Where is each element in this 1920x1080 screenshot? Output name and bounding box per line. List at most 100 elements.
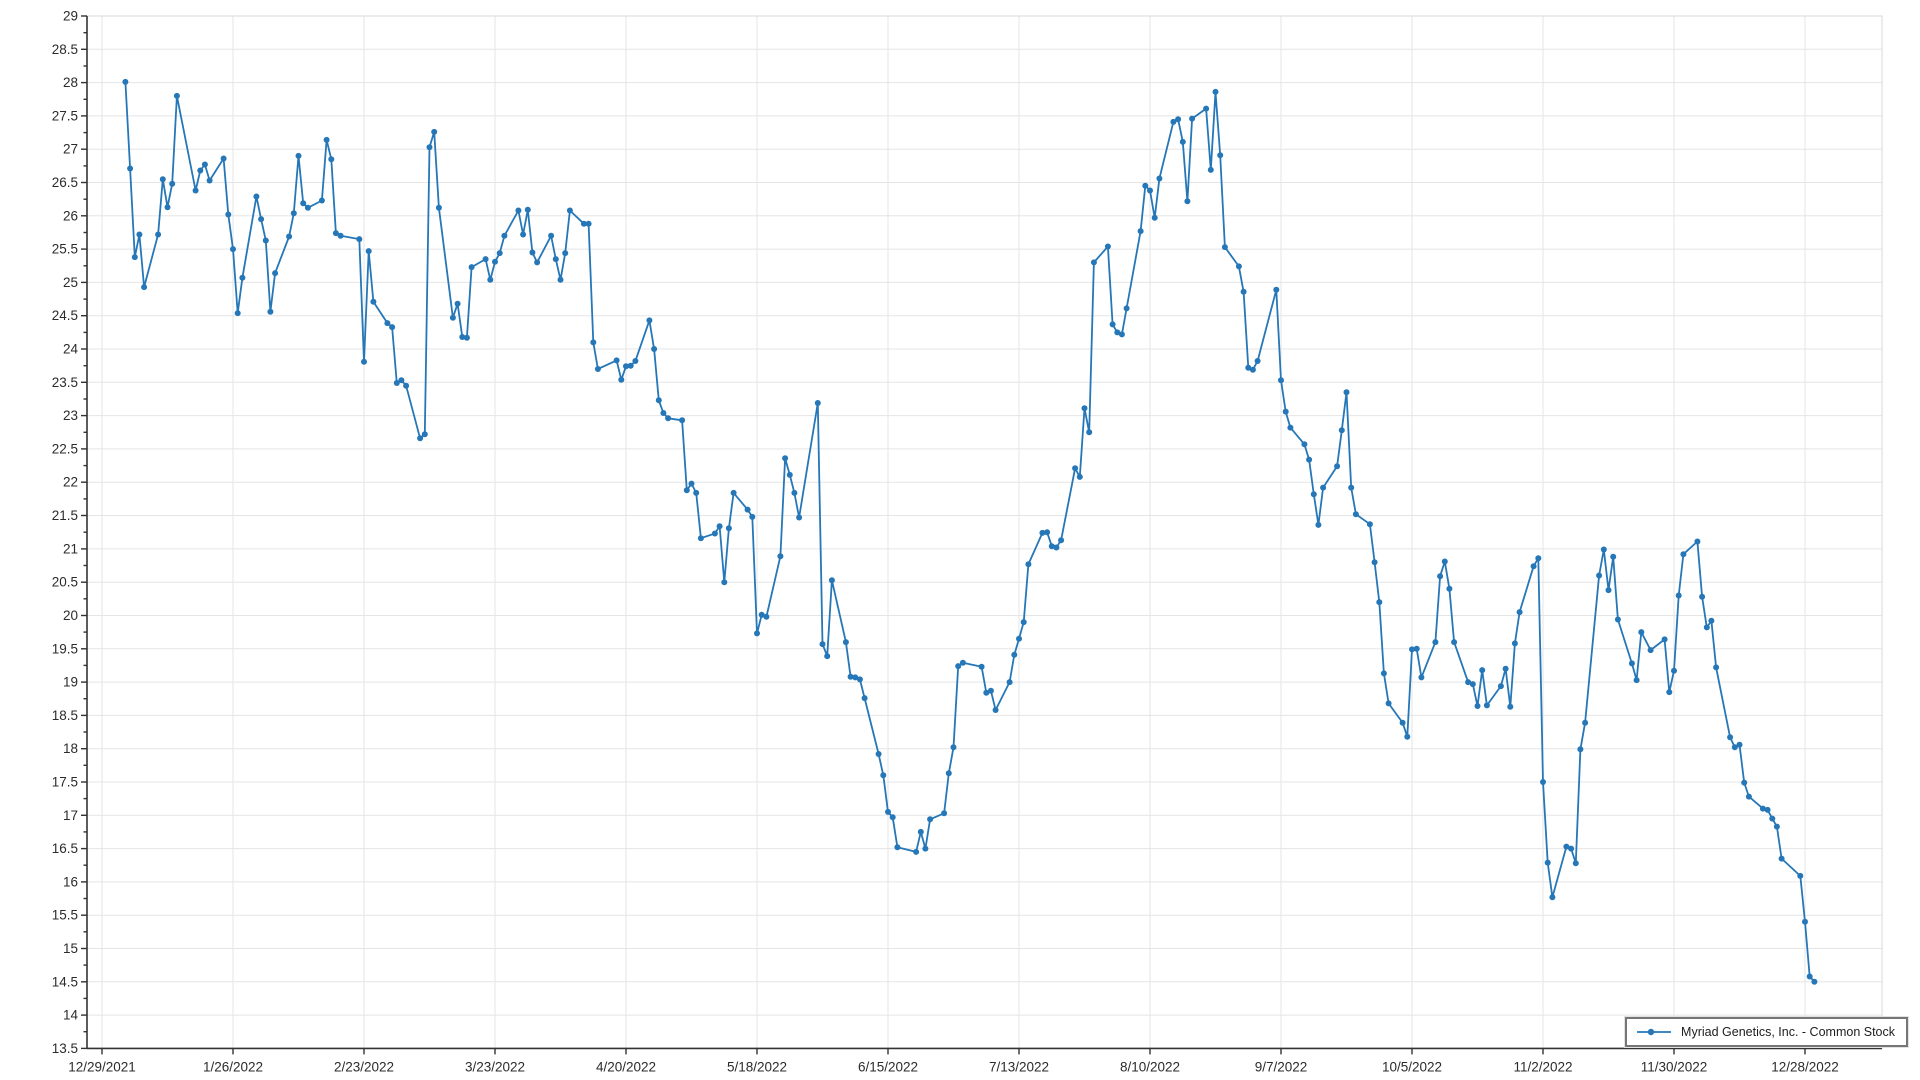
- data-point[interactable]: [1306, 456, 1313, 463]
- data-point[interactable]: [824, 653, 831, 660]
- data-point[interactable]: [828, 577, 835, 584]
- data-point[interactable]: [1020, 619, 1027, 626]
- data-point[interactable]: [1366, 521, 1373, 528]
- data-point[interactable]: [1647, 647, 1654, 654]
- data-point[interactable]: [1315, 521, 1322, 528]
- data-point[interactable]: [459, 334, 466, 340]
- data-point[interactable]: [1699, 593, 1706, 600]
- data-point[interactable]: [796, 514, 803, 521]
- data-point[interactable]: [548, 232, 555, 239]
- data-point[interactable]: [725, 525, 732, 532]
- data-point[interactable]: [562, 250, 569, 257]
- data-point[interactable]: [1310, 491, 1317, 498]
- data-point[interactable]: [814, 400, 821, 406]
- data-point[interactable]: [763, 613, 770, 620]
- data-point[interactable]: [1399, 719, 1406, 726]
- data-point[interactable]: [393, 380, 400, 386]
- data-point[interactable]: [1348, 484, 1355, 491]
- data-point[interactable]: [1048, 543, 1055, 550]
- data-point[interactable]: [1334, 463, 1341, 470]
- data-point[interactable]: [201, 161, 208, 168]
- data-point[interactable]: [941, 810, 948, 817]
- data-point[interactable]: [300, 200, 307, 207]
- data-point[interactable]: [1053, 544, 1060, 551]
- data-point[interactable]: [1497, 683, 1504, 690]
- data-point[interactable]: [1301, 441, 1308, 448]
- data-point[interactable]: [426, 144, 433, 151]
- data-point[interactable]: [534, 259, 541, 266]
- data-point[interactable]: [1212, 88, 1219, 95]
- data-point[interactable]: [356, 236, 363, 243]
- data-point[interactable]: [206, 177, 213, 184]
- data-point[interactable]: [1235, 263, 1242, 270]
- data-point[interactable]: [1483, 702, 1490, 709]
- data-point[interactable]: [1245, 364, 1252, 371]
- data-point[interactable]: [721, 579, 728, 586]
- data-point[interactable]: [655, 397, 662, 404]
- data-point[interactable]: [482, 256, 489, 263]
- data-point[interactable]: [1638, 629, 1645, 636]
- data-point[interactable]: [983, 689, 990, 696]
- data-point[interactable]: [1666, 689, 1673, 696]
- data-point[interactable]: [361, 358, 367, 365]
- data-point[interactable]: [1479, 667, 1486, 674]
- data-point[interactable]: [515, 207, 522, 214]
- data-point[interactable]: [159, 176, 166, 183]
- data-point[interactable]: [1549, 894, 1556, 901]
- data-point[interactable]: [295, 152, 302, 159]
- data-point[interactable]: [1142, 182, 1149, 189]
- data-point[interactable]: [945, 770, 952, 777]
- data-point[interactable]: [875, 751, 882, 757]
- data-point[interactable]: [1175, 116, 1182, 123]
- data-point[interactable]: [1352, 511, 1359, 518]
- data-point[interactable]: [842, 639, 849, 646]
- data-point[interactable]: [337, 232, 344, 239]
- data-point[interactable]: [520, 231, 527, 238]
- data-point[interactable]: [1773, 823, 1780, 830]
- data-point[interactable]: [1203, 105, 1210, 112]
- data-point[interactable]: [463, 334, 470, 341]
- data-point[interactable]: [220, 155, 227, 162]
- data-point[interactable]: [431, 128, 438, 135]
- data-point[interactable]: [758, 611, 765, 618]
- data-point[interactable]: [1418, 674, 1425, 681]
- data-point[interactable]: [1338, 427, 1345, 434]
- data-point[interactable]: [1118, 331, 1125, 338]
- data-point[interactable]: [1114, 329, 1121, 336]
- data-point[interactable]: [267, 308, 274, 315]
- data-point[interactable]: [384, 320, 391, 327]
- data-point[interactable]: [950, 744, 957, 751]
- data-point[interactable]: [1151, 214, 1158, 221]
- data-point[interactable]: [164, 204, 171, 211]
- data-point[interactable]: [1376, 599, 1383, 606]
- data-point[interactable]: [1104, 243, 1111, 250]
- data-point[interactable]: [679, 417, 686, 424]
- data-point[interactable]: [421, 431, 428, 438]
- data-point[interactable]: [1437, 573, 1444, 580]
- data-point[interactable]: [777, 553, 784, 560]
- data-point[interactable]: [1703, 624, 1710, 631]
- data-point[interactable]: [1446, 585, 1453, 592]
- data-point[interactable]: [1058, 537, 1065, 544]
- data-point[interactable]: [496, 250, 503, 257]
- data-point[interactable]: [552, 256, 559, 263]
- data-point[interactable]: [230, 246, 236, 253]
- data-point[interactable]: [1596, 572, 1603, 579]
- data-point[interactable]: [716, 523, 723, 530]
- data-point[interactable]: [1736, 741, 1743, 748]
- data-point[interactable]: [1628, 660, 1635, 667]
- data-point[interactable]: [1025, 561, 1032, 568]
- data-point[interactable]: [1797, 872, 1804, 879]
- data-point[interactable]: [225, 211, 232, 218]
- data-point[interactable]: [1039, 529, 1046, 536]
- data-point[interactable]: [1287, 424, 1294, 431]
- data-point[interactable]: [847, 673, 854, 680]
- data-point[interactable]: [435, 204, 442, 211]
- data-point[interactable]: [1273, 286, 1280, 293]
- data-point[interactable]: [856, 676, 863, 683]
- data-point[interactable]: [1802, 918, 1808, 925]
- data-point[interactable]: [1778, 855, 1785, 862]
- data-point[interactable]: [1764, 806, 1771, 813]
- data-point[interactable]: [318, 197, 325, 204]
- data-point[interactable]: [693, 489, 700, 496]
